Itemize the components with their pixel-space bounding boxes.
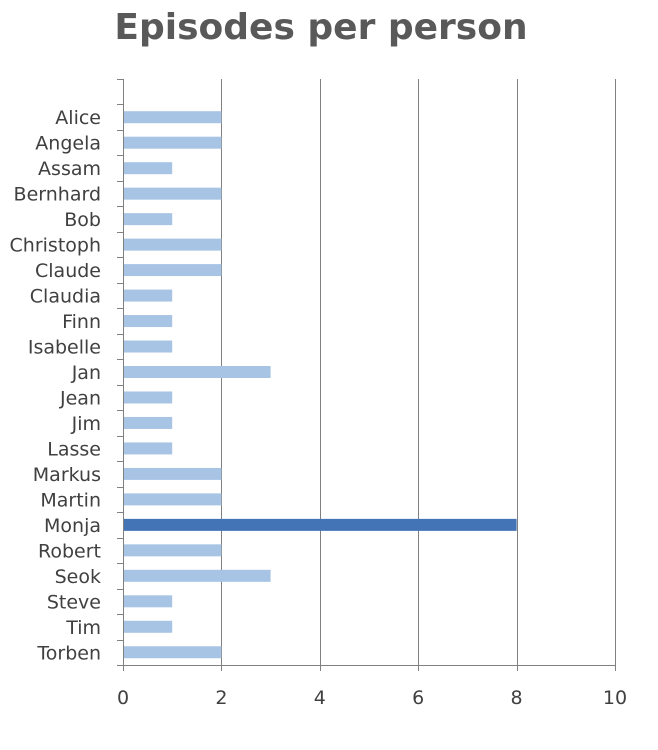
category-label: Assam [38, 158, 101, 180]
bar-angela [124, 136, 222, 149]
bar-torben [124, 646, 222, 659]
category-label: Isabelle [28, 337, 101, 359]
category-label: Jim [71, 413, 101, 435]
category-label: Torben [36, 642, 101, 664]
category-label: Seok [55, 566, 101, 588]
category-label: Angela [35, 133, 101, 155]
tick-labels: 0 2 4 6 8 10 [117, 687, 627, 709]
bar-christoph [124, 238, 222, 251]
x-tick-label: 0 [117, 687, 129, 709]
category-labels: Alice Angela Assam Bernhard Bob Christoph Clau… [10, 107, 101, 664]
x-tick-label: 10 [603, 687, 627, 709]
x-tick-label: 8 [511, 687, 523, 709]
bar-robert [124, 544, 222, 557]
chart-title: Episodes per person [114, 7, 527, 48]
category-label: Jean [59, 387, 101, 409]
category-label: Monja [44, 515, 101, 537]
category-label: Bernhard [14, 184, 101, 206]
category-label: Claudia [30, 286, 101, 308]
bar-jean [124, 391, 173, 404]
category-label: Lasse [47, 438, 101, 460]
category-label: Tim [65, 617, 101, 639]
bar-isabelle [124, 340, 173, 353]
category-label: Christoph [10, 235, 101, 257]
x-tick-label: 6 [412, 687, 424, 709]
bar-lasse [124, 442, 173, 455]
bars-layer [124, 111, 517, 659]
bar-steve [124, 595, 173, 608]
bar-assam [124, 162, 173, 175]
bar-bernhard [124, 187, 222, 200]
bar-jan [124, 366, 271, 378]
bar-monja [124, 518, 517, 531]
category-label: Martin [40, 489, 101, 511]
category-label: Robert [38, 540, 101, 562]
bar-bob [124, 213, 173, 226]
x-tick-label: 4 [314, 687, 326, 709]
bar-seok [124, 569, 271, 582]
category-label: Bob [64, 209, 101, 231]
category-label: Jan [71, 362, 101, 384]
axis-layer [117, 79, 616, 671]
x-tick-label: 2 [215, 687, 227, 709]
category-label: Claude [35, 260, 101, 282]
bar-alice [124, 111, 222, 124]
bar-claudia [124, 289, 173, 302]
category-label: Steve [47, 591, 101, 613]
category-label: Finn [62, 311, 101, 333]
bar-markus [124, 467, 222, 480]
bar-martin [124, 493, 222, 506]
bar-tim [124, 620, 173, 633]
category-label: Alice [55, 107, 101, 129]
bar-finn [124, 315, 173, 328]
category-label: Markus [33, 464, 101, 486]
grid-layer [221, 79, 616, 665]
bar-jim [124, 416, 173, 429]
bar-claude [124, 264, 222, 277]
